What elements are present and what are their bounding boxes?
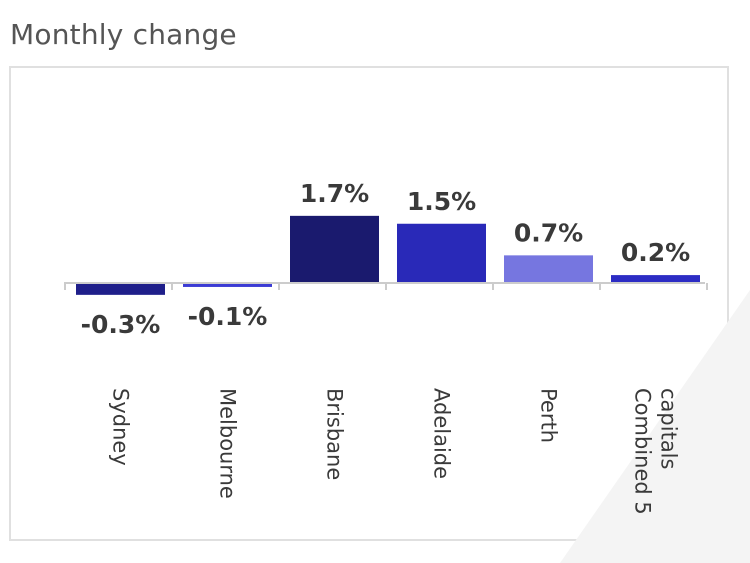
- category-label-line: Sydney: [109, 388, 133, 466]
- data-label: -0.1%: [188, 302, 268, 331]
- category-label: Brisbane: [323, 388, 347, 480]
- category-label-line: capitals: [657, 388, 681, 469]
- category-label-line: Perth: [537, 388, 561, 443]
- bar-melbourne: [183, 283, 272, 287]
- category-label: Sydney: [109, 388, 133, 466]
- category-label: Combined 5 capitals: [631, 388, 681, 515]
- bar-brisbane: [290, 215, 379, 283]
- chart-title: Monthly change: [10, 18, 237, 51]
- category-label: Perth: [537, 388, 561, 443]
- category-label-line: Adelaide: [430, 388, 454, 479]
- bar-adelaide: [397, 223, 486, 283]
- data-label: 0.2%: [621, 238, 690, 267]
- bar-perth: [504, 255, 593, 283]
- category-label-line: Combined 5: [631, 388, 655, 515]
- category-label: Adelaide: [430, 388, 454, 479]
- category-label-line: Melbourne: [216, 388, 240, 499]
- bar-sydney: [76, 283, 165, 295]
- category-label-line: Brisbane: [323, 388, 347, 480]
- data-label: 1.7%: [300, 179, 369, 208]
- data-label: 1.5%: [407, 187, 476, 216]
- data-label: 0.7%: [514, 218, 583, 247]
- chart-panel: [9, 66, 729, 541]
- category-label: Melbourne: [216, 388, 240, 499]
- data-label: -0.3%: [81, 310, 161, 339]
- bar-combined-5-capitals: [611, 275, 700, 283]
